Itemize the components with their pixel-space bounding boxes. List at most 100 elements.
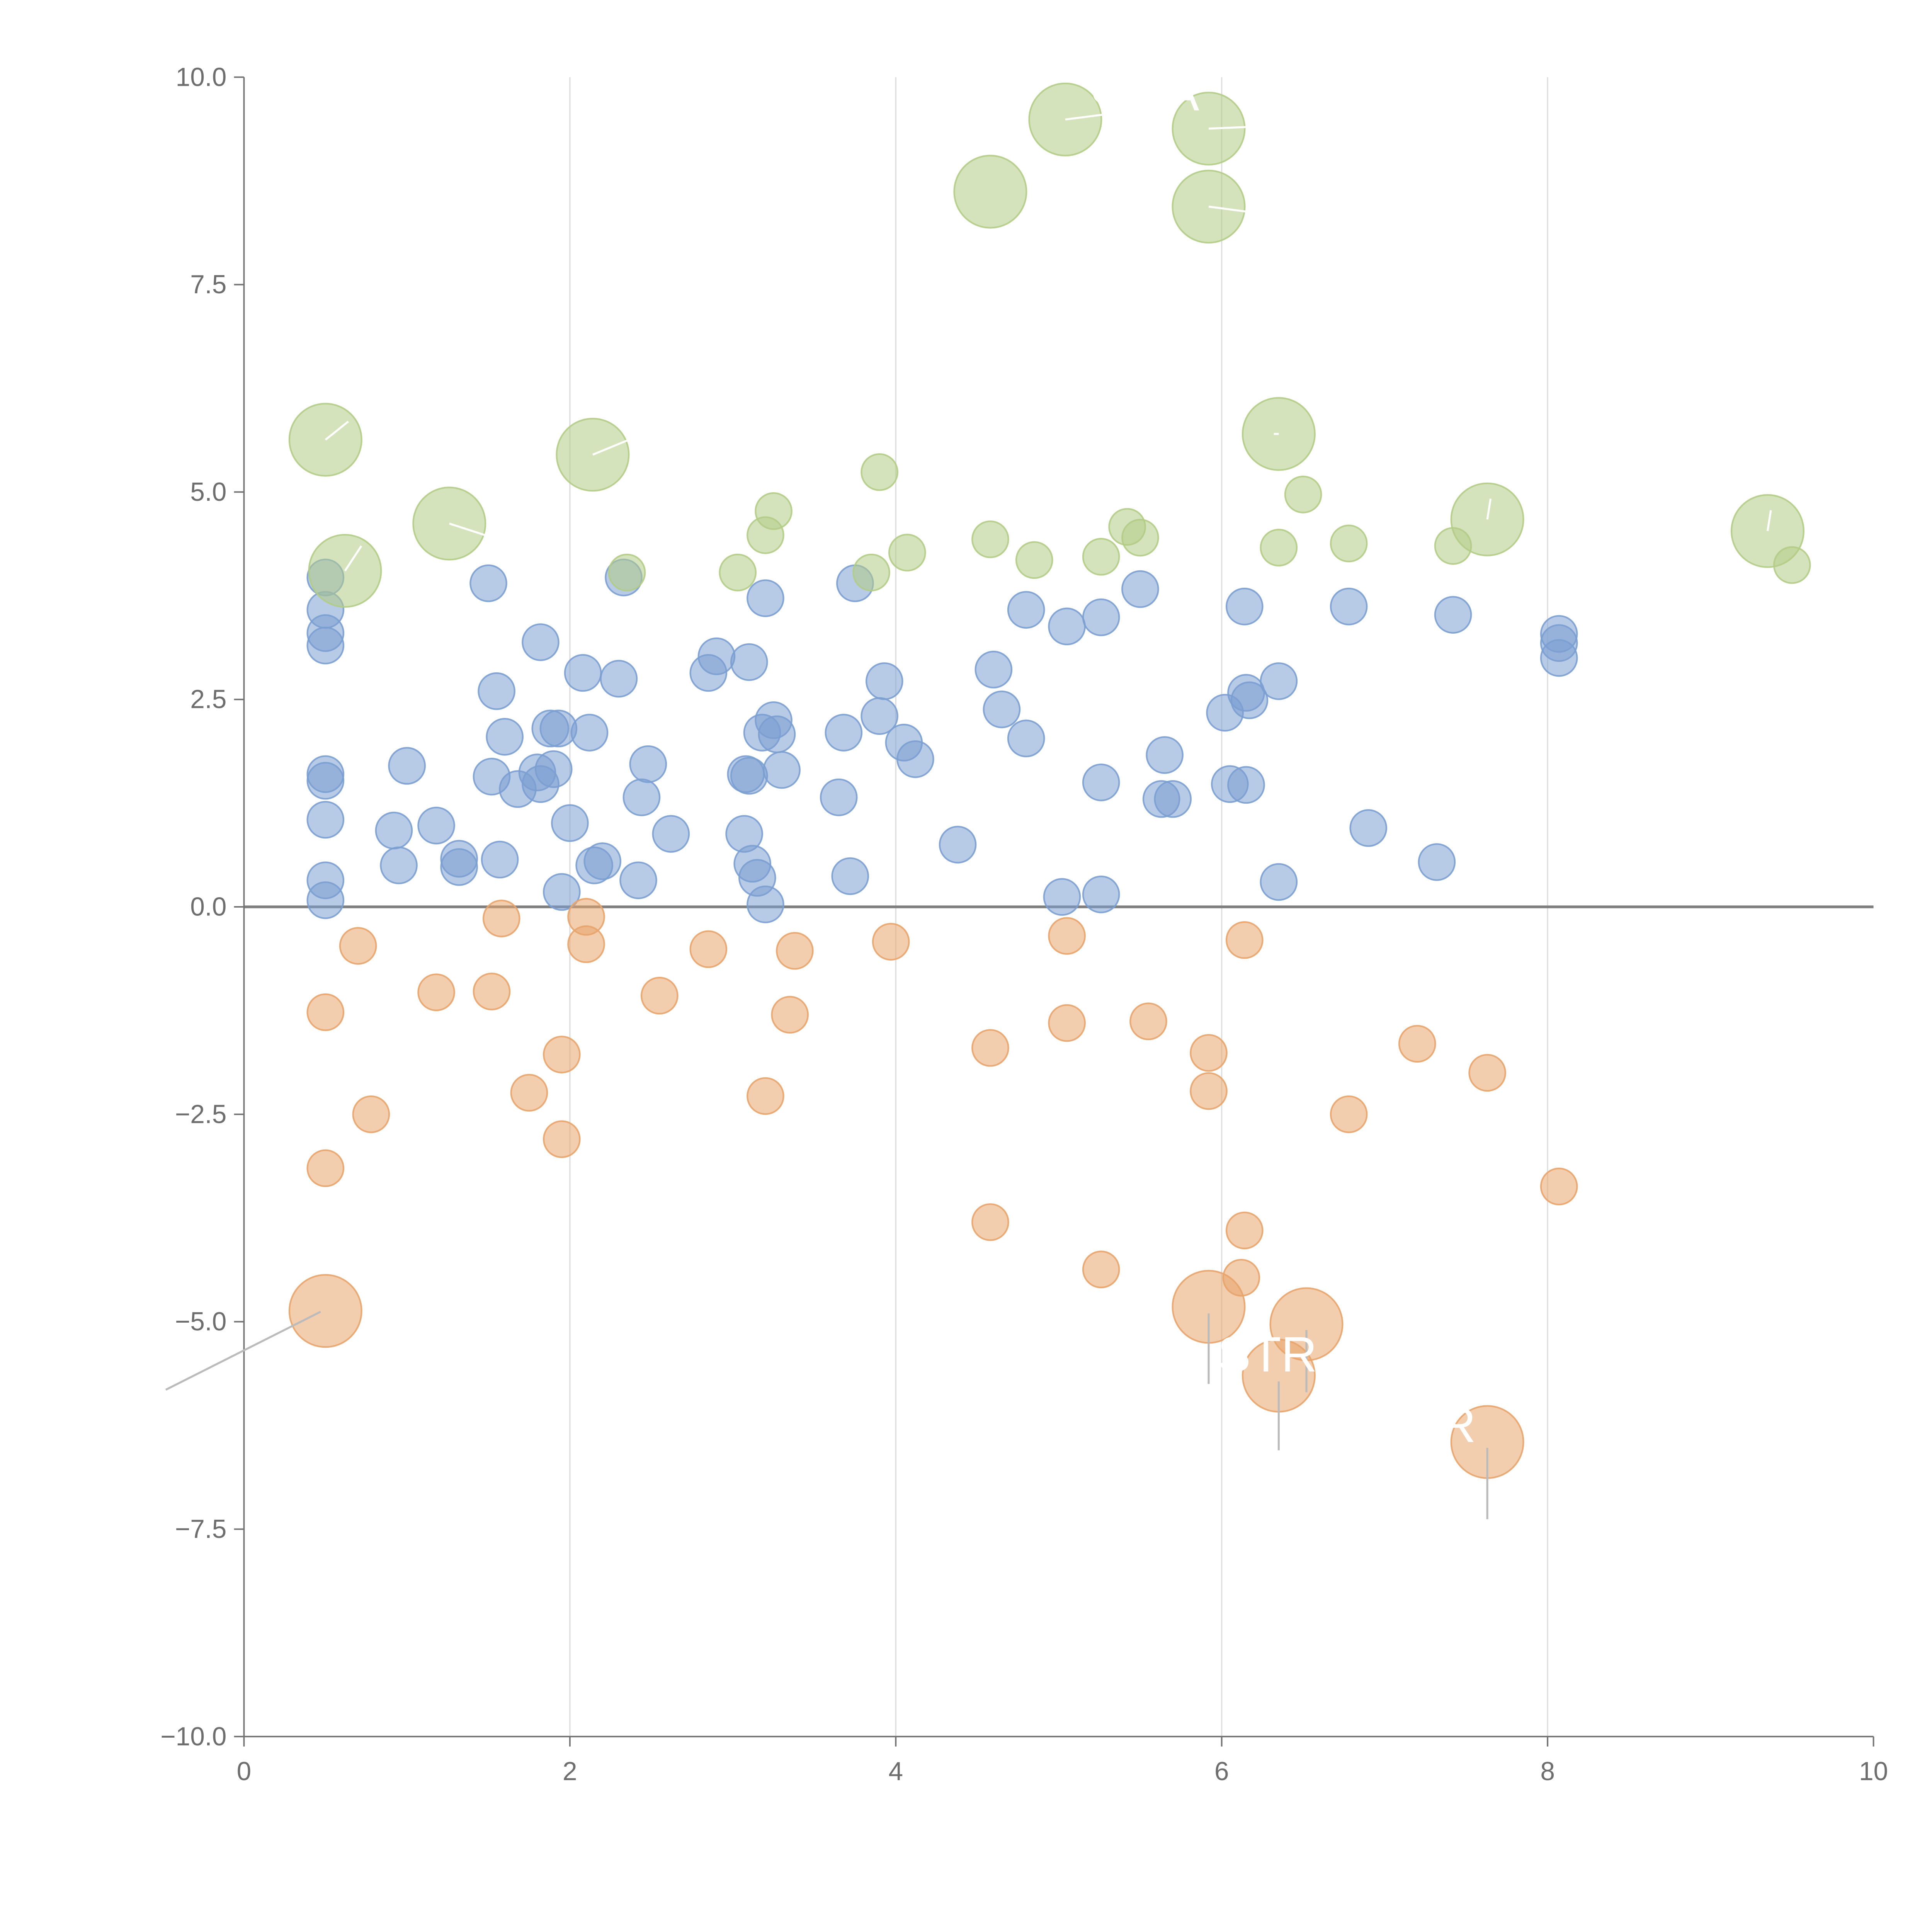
blue-point bbox=[522, 623, 560, 661]
orange-point bbox=[482, 900, 520, 937]
y-tick-label: 5.0 bbox=[190, 478, 226, 507]
orange-point bbox=[417, 973, 455, 1011]
orange-point bbox=[1048, 1004, 1086, 1042]
orange-point bbox=[567, 925, 605, 963]
blue-point bbox=[388, 747, 426, 785]
blue-point bbox=[600, 660, 638, 698]
orange-point bbox=[971, 1029, 1009, 1067]
blue-point bbox=[820, 778, 858, 816]
orange-point bbox=[306, 993, 345, 1031]
orange-point bbox=[1468, 1054, 1506, 1092]
blue-point bbox=[1225, 587, 1264, 626]
orange-point bbox=[1540, 1167, 1578, 1206]
annotation-label: R bbox=[1440, 1397, 1476, 1453]
green-point bbox=[1330, 524, 1368, 563]
green-point bbox=[755, 492, 793, 530]
orange-point bbox=[510, 1074, 548, 1112]
leader-line bbox=[449, 522, 486, 536]
orange-point bbox=[339, 927, 377, 965]
leader-line bbox=[344, 545, 362, 571]
x-tick-label: 4 bbox=[888, 1757, 903, 1786]
orange-point bbox=[473, 973, 511, 1010]
blue-point bbox=[534, 750, 573, 788]
blue-point bbox=[1540, 639, 1578, 677]
blue-point bbox=[1260, 662, 1298, 700]
data-points bbox=[288, 82, 1811, 1479]
blue-point bbox=[831, 857, 869, 895]
x-tick-label: 0 bbox=[237, 1757, 252, 1786]
y-tick-label: 2.5 bbox=[190, 685, 226, 714]
green-point bbox=[608, 553, 646, 592]
green-point bbox=[719, 553, 757, 592]
blue-point bbox=[469, 564, 507, 602]
blue-point bbox=[1260, 863, 1298, 901]
orange-point bbox=[1082, 1250, 1120, 1289]
orange-point bbox=[641, 976, 679, 1015]
green-point bbox=[1260, 529, 1298, 567]
blue-point bbox=[1082, 875, 1120, 913]
blue-point bbox=[1082, 598, 1120, 636]
annotation-label: A bbox=[1166, 66, 1199, 121]
y-tick-label: −2.5 bbox=[175, 1100, 227, 1129]
x-tick-label: 6 bbox=[1214, 1757, 1229, 1786]
orange-point bbox=[543, 1036, 581, 1073]
leader-line bbox=[1208, 206, 1247, 213]
orange-point bbox=[1129, 1002, 1167, 1041]
blue-point bbox=[306, 626, 345, 665]
blue-point bbox=[747, 885, 784, 923]
blue-point bbox=[583, 842, 622, 880]
blue-point bbox=[1146, 736, 1184, 774]
y-tick-label: 10.0 bbox=[176, 63, 227, 92]
leader-line bbox=[1208, 126, 1248, 130]
blue-point bbox=[1434, 596, 1472, 634]
green-point bbox=[888, 534, 926, 571]
annotation-label: STR bbox=[1218, 1327, 1317, 1382]
orange-point bbox=[971, 1203, 1009, 1241]
blue-point bbox=[1007, 719, 1045, 757]
blue-point bbox=[417, 806, 455, 845]
orange-point bbox=[543, 1120, 581, 1158]
green-point bbox=[1121, 519, 1159, 557]
blue-point bbox=[551, 804, 589, 842]
orange-point bbox=[1190, 1072, 1228, 1110]
orange-point bbox=[1225, 1211, 1264, 1250]
blue-point bbox=[939, 826, 977, 864]
blue-point bbox=[763, 751, 801, 789]
orange-point bbox=[771, 996, 809, 1034]
annotations: STR R S A bbox=[1091, 59, 1476, 1452]
annotation-label: S bbox=[1091, 59, 1124, 114]
blue-point bbox=[543, 873, 581, 911]
orange-point bbox=[776, 932, 814, 970]
blue-point bbox=[1418, 843, 1456, 881]
green-point bbox=[1284, 475, 1322, 514]
blue-point bbox=[486, 718, 524, 756]
blue-point bbox=[730, 757, 768, 795]
blue-point bbox=[825, 714, 863, 752]
blue-point bbox=[629, 745, 667, 783]
green-point bbox=[412, 486, 486, 561]
blue-point bbox=[730, 643, 768, 681]
y-tick-label: −10.0 bbox=[160, 1722, 226, 1751]
orange-point bbox=[1190, 1034, 1228, 1072]
green-point bbox=[1082, 538, 1120, 576]
blue-point bbox=[380, 846, 418, 884]
blue-point bbox=[1082, 764, 1120, 801]
x-tick-label: 10 bbox=[1859, 1757, 1888, 1786]
blue-point bbox=[570, 714, 609, 752]
blue-point bbox=[478, 672, 515, 710]
green-point bbox=[971, 520, 1009, 558]
orange-point bbox=[352, 1095, 390, 1133]
blue-point bbox=[306, 881, 345, 919]
leader-lines bbox=[165, 113, 1772, 1519]
orange-point bbox=[288, 1274, 362, 1348]
blue-point bbox=[1230, 681, 1269, 719]
blue-point bbox=[1007, 591, 1045, 629]
blue-point bbox=[619, 861, 657, 900]
green-point bbox=[1015, 541, 1053, 579]
green-point bbox=[1172, 170, 1246, 244]
blue-point bbox=[1349, 809, 1388, 847]
green-point bbox=[953, 155, 1027, 229]
blue-point bbox=[1048, 607, 1086, 646]
orange-point bbox=[747, 1077, 784, 1115]
green-point bbox=[861, 453, 898, 491]
